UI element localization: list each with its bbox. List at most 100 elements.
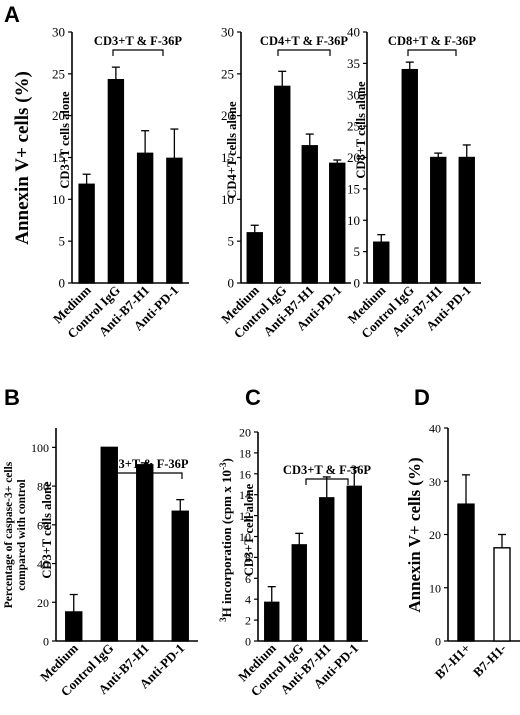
bar [264,601,280,642]
y-tick-label: 40 [37,557,49,571]
y-tick-label: 15 [52,150,65,165]
inner-vertical-label: CD4+T cells alone [225,101,239,199]
panel-letter-a: A [4,2,20,27]
y-tick-label: 40 [347,25,360,40]
y-axis-title-exponent: -3 [218,462,228,470]
y-tick-label: 20 [37,596,49,610]
y-tick-label: 30 [429,475,441,489]
y-tick-label: 8 [245,551,251,565]
y-tick-label: 20 [52,108,65,123]
bar [457,503,475,642]
y-tick-label: 25 [347,119,360,134]
bar [401,68,418,284]
y-tick-label: 30 [347,87,360,102]
y-tick-label: 100 [31,441,49,455]
bar [100,446,118,642]
y-tick-label: 0 [435,635,441,649]
y-tick-label: 0 [354,276,361,291]
y-tick-label: 0 [245,635,251,649]
y-tick-label: 16 [239,467,251,481]
y-axis-title: Annexin V+ cells (%) [12,71,33,245]
y-tick-label: 40 [429,422,441,436]
bar [78,183,95,284]
y-tick-label: 14 [239,488,251,502]
treatment-bracket [277,49,331,56]
y-tick-label: 15 [221,150,234,165]
bar [107,78,125,284]
y-tick-label: 25 [52,66,65,81]
treatment-bracket [106,472,183,479]
y-tick-label: 0 [228,276,235,291]
bar [430,156,447,284]
y-tick-label: 10 [52,192,65,207]
treatment-bracket [407,49,457,56]
y-tick-label: 20 [347,150,360,165]
treatment-bracket [305,478,349,485]
bar [329,162,346,284]
y-axis-title-line-1: Percentage of caspase-3+ cells [3,461,15,608]
bar [171,510,189,642]
bar [493,547,511,642]
y-tick-label: 10 [347,213,360,228]
y-tick-label: 25 [221,66,234,81]
bar [291,544,307,642]
y-tick-label: 30 [52,25,65,40]
y-axis-title-superscript: 3 [218,617,228,622]
y-axis-title: 3H incorporation (cpm x 10-3) [218,458,234,622]
y-tick-label: 10 [221,192,234,207]
y-tick-label: 0 [43,635,49,649]
y-tick-label: 10 [239,530,251,544]
treatment-bracket [112,49,164,56]
y-axis-title-close: ) [219,458,234,462]
bracket-label: CD3+T & F-36P [100,457,188,471]
bar [301,145,318,284]
y-tick-label: 35 [347,56,360,71]
y-tick-label: 0 [59,276,66,291]
bar [246,232,263,284]
inner-vertical-label: CD8+T cells alone [354,81,368,179]
x-tick-label: B7-H1- [470,641,509,680]
bar [136,152,154,284]
bracket-label: CD3+T & F-36P [283,463,371,477]
y-tick-label: 12 [239,509,251,523]
panel-letter-d: D [414,385,430,410]
bar [458,156,475,284]
y-tick-label: 15 [347,181,360,196]
bar [136,464,154,642]
bar [346,485,362,642]
bracket-label: CD3+T & F-36P [94,34,182,48]
bar [319,497,335,642]
inner-vertical-label: CD3+T cell alone [242,483,256,576]
y-tick-label: 2 [245,614,251,628]
bracket-label: CD8+T & F-36P [388,34,476,48]
bar [166,157,183,284]
y-axis-title: Annexin V+ cells (%) [405,457,424,612]
y-tick-label: 30 [221,25,234,40]
y-tick-label: 10 [429,581,441,595]
y-tick-label: 20 [239,426,251,440]
inner-vertical-label: CD3+T cells alone [58,91,72,189]
y-tick-label: 60 [37,518,49,532]
panel-letter-c: C [245,385,261,410]
y-axis-title-main: H incorporation (cpm x 10 [219,470,234,617]
y-tick-label: 5 [354,244,361,259]
y-tick-label: 80 [37,480,49,494]
y-tick-label: 18 [239,446,251,460]
panel-letter-b: B [4,385,20,410]
y-tick-label: 20 [221,108,234,123]
bar [274,85,291,284]
bracket-label: CD4+T & F-36P [260,34,348,48]
y-axis-title-line-2: compared with control [16,479,28,590]
y-tick-label: 5 [228,234,235,249]
y-tick-label: 20 [429,528,441,542]
inner-vertical-label: CD3+T cells alone [40,481,54,579]
bar [373,241,390,284]
bar [65,611,83,642]
